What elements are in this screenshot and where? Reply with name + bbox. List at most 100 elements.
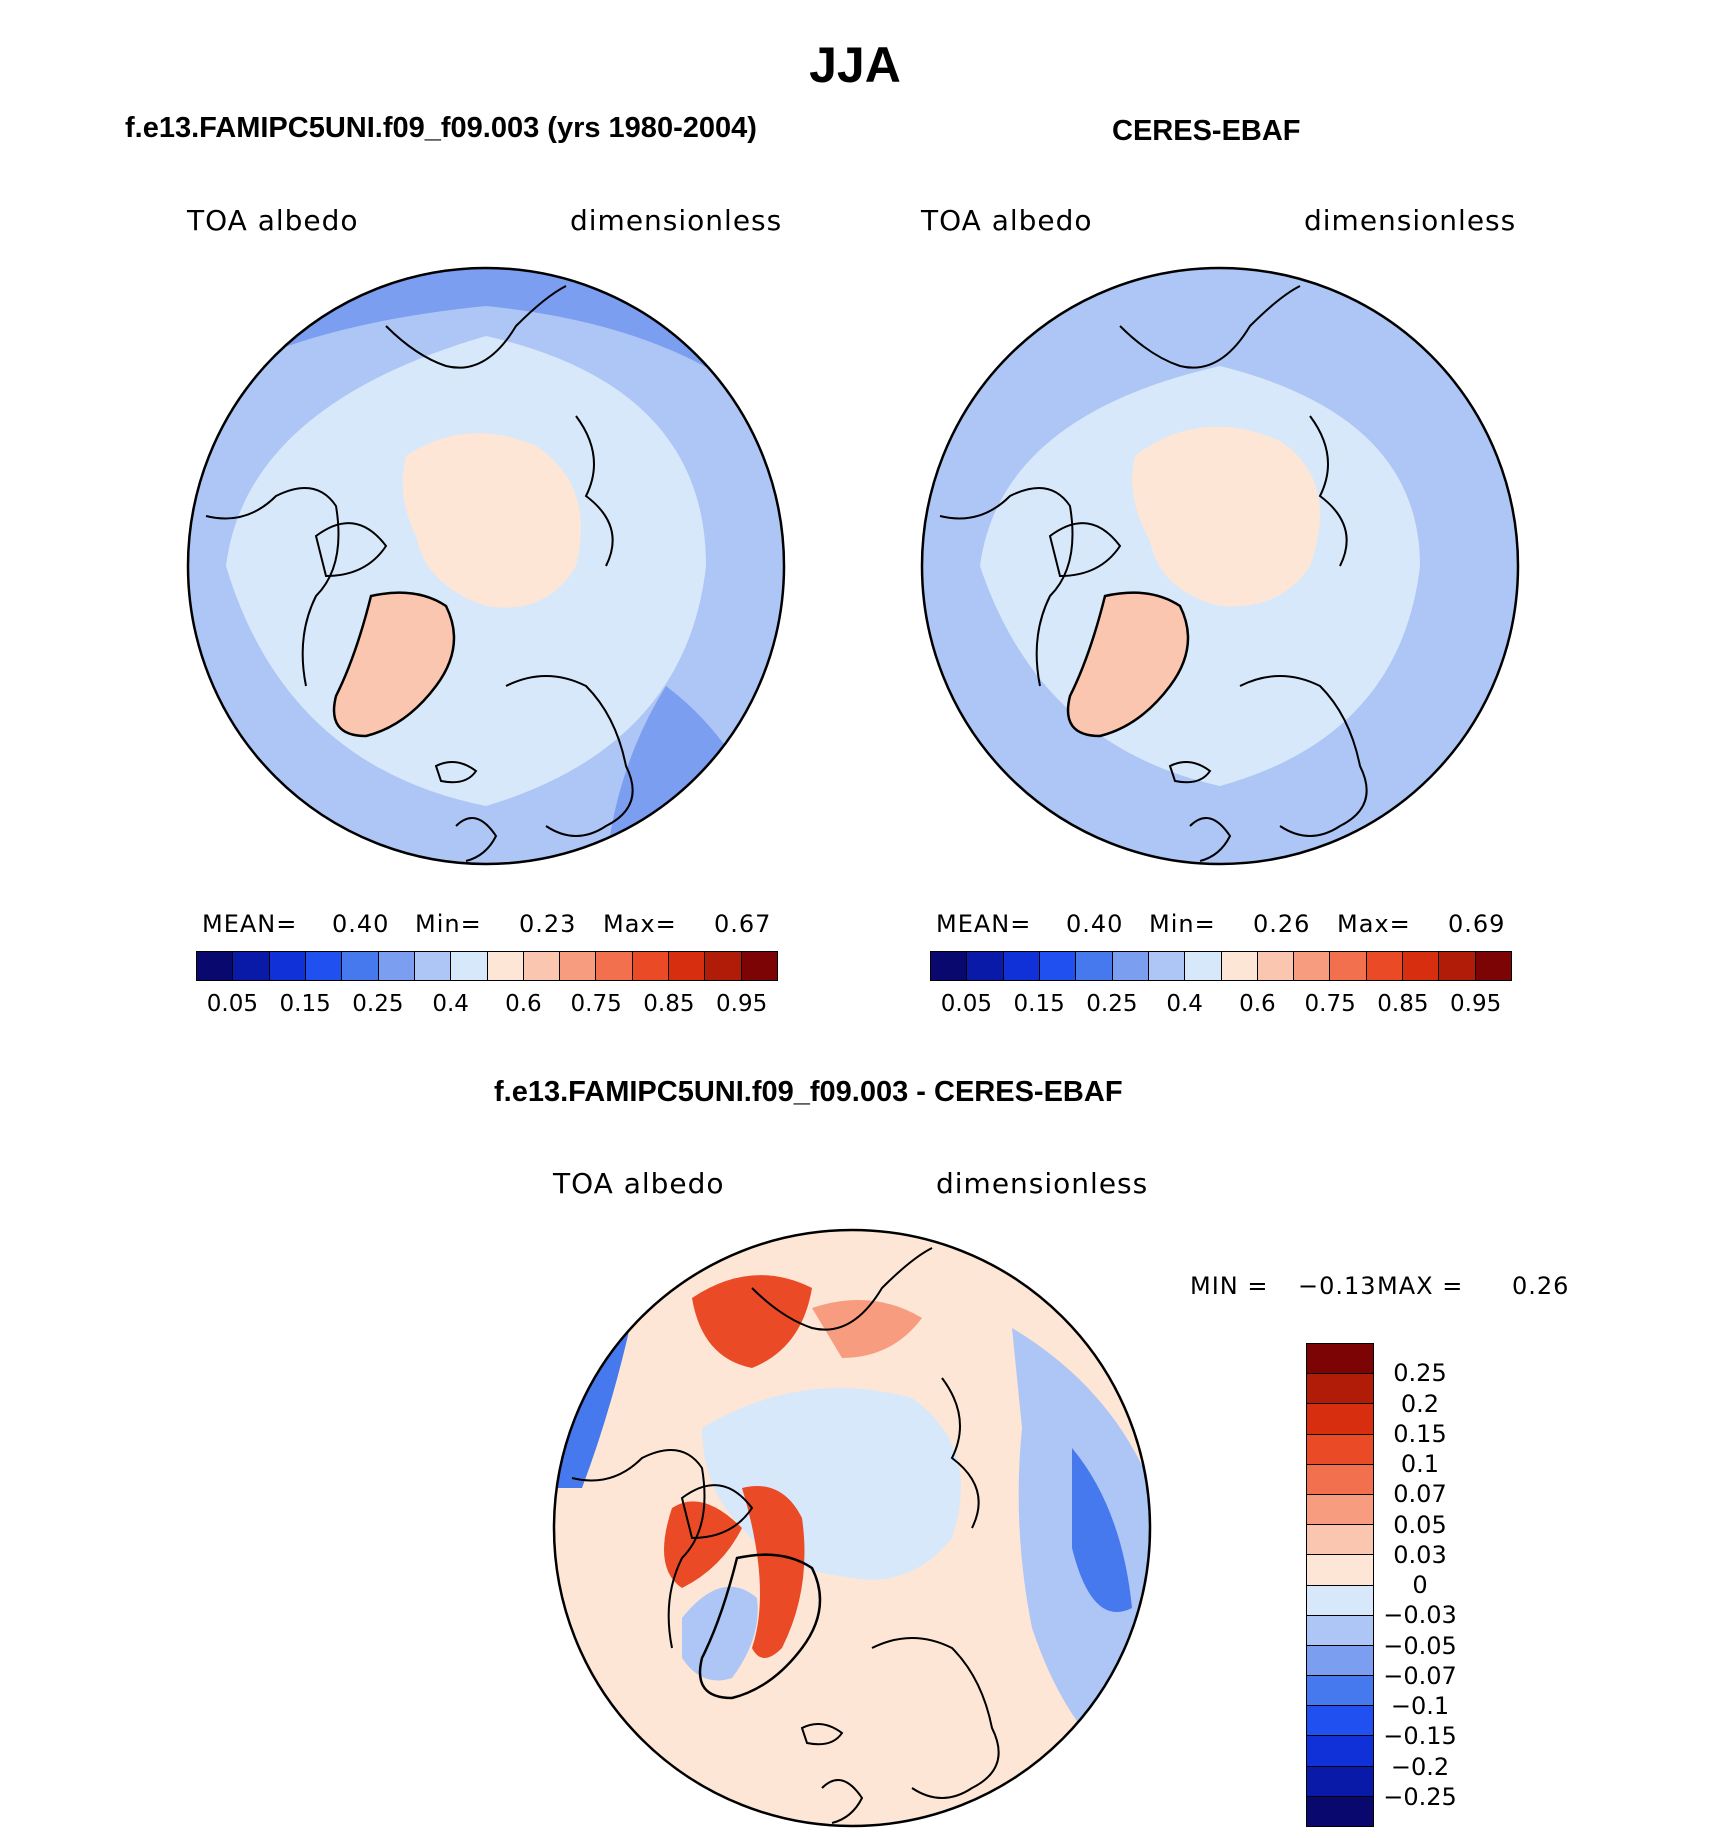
model-colorbar-segment — [197, 952, 234, 980]
obs-mean-value: 0.40 — [1066, 910, 1124, 938]
diff-colorbar-tick-label: −0.1 — [1390, 1692, 1450, 1720]
diff-coast-iceland — [800, 1723, 844, 1746]
obs-min-value: 0.26 — [1253, 910, 1311, 938]
diff-colorbar-tick-label: −0.05 — [1383, 1631, 1457, 1660]
diff-colorbar-tick-label: 0.25 — [1393, 1359, 1447, 1388]
diff-units-label: dimensionless — [936, 1167, 1149, 1200]
diff-coast-greenland — [698, 1553, 822, 1700]
diff-variable-label: TOA albedo — [553, 1167, 725, 1200]
diff-colorbar-segment — [1307, 1494, 1373, 1526]
diff-colorbar-segment — [1307, 1374, 1373, 1405]
diff-colorbar-segment — [1307, 1555, 1373, 1586]
obs-colorbar-tick-label: 0.15 — [1013, 991, 1065, 1017]
figure-title: JJA — [809, 37, 901, 93]
diff-coast-britain — [821, 1779, 864, 1824]
obs-colorbar-segment — [1366, 952, 1404, 980]
diff-colorbar-tick-label: 0.2 — [1400, 1389, 1440, 1418]
obs-coast-russia — [1309, 415, 1348, 567]
obs-colorbar-segment — [1257, 952, 1295, 980]
diff-archipelago-pos — [664, 1501, 742, 1588]
model-colorbar-segment — [451, 952, 488, 980]
model-colorbar-segment — [741, 952, 777, 980]
diff-colorbar-tick-label: 0.15 — [1393, 1419, 1447, 1448]
diff-coast-russia — [941, 1377, 980, 1529]
model-colorbar-segment — [305, 952, 343, 980]
diff-panel-title: f.e13.FAMIPC5UNI.f09_f09.003 - CERES-EBA… — [494, 1076, 1123, 1108]
obs-polar-map — [920, 266, 1520, 866]
diff-colorbar-tick-label: −0.2 — [1390, 1752, 1450, 1781]
obs-colorbar-segment — [1439, 952, 1476, 980]
diff-alaska-pos — [692, 1275, 812, 1368]
model-mean-value: 0.40 — [332, 910, 390, 938]
diff-coast-siberia — [751, 1247, 933, 1331]
model-coast-greenland — [332, 591, 456, 738]
obs-colorbar-segment — [1475, 952, 1511, 980]
model-colorbar-segment — [378, 952, 415, 980]
obs-colorbar-segment — [1221, 952, 1258, 980]
diff-colorbar-tick-label: 0.03 — [1393, 1540, 1447, 1569]
diff-max-value: 0.26 — [1512, 1272, 1570, 1300]
diff-coast-canada — [571, 1449, 706, 1649]
model-colorbar-segment — [669, 952, 706, 980]
model-colorbar-segment — [632, 952, 670, 980]
obs-colorbar-segment — [931, 952, 968, 980]
model-min-label: Min= — [415, 910, 482, 938]
model-colorbar — [196, 951, 778, 981]
diff-min-value: −0.13 — [1298, 1272, 1377, 1300]
diff-polar-map — [552, 1228, 1152, 1828]
diff-max-label: MAX = — [1377, 1272, 1464, 1300]
model-polar-map — [186, 266, 786, 866]
obs-coast-britain — [1189, 817, 1232, 862]
model-units-label: dimensionless — [570, 204, 783, 237]
diff-siberia-pos — [812, 1300, 922, 1358]
obs-colorbar-tick-label: 0.05 — [940, 991, 992, 1017]
diff-greenland-interior-neg — [682, 1586, 758, 1681]
model-colorbar-tick-label: 0.6 — [505, 991, 542, 1017]
diff-colorbar-segment — [1307, 1796, 1373, 1826]
model-sea-ice — [402, 433, 581, 608]
diff-colorbar-tick-label: 0 — [1412, 1571, 1428, 1599]
obs-colorbar — [930, 951, 1512, 981]
obs-colorbar-segment — [1294, 952, 1331, 980]
diff-colorbar-tick-label: −0.25 — [1383, 1782, 1457, 1811]
model-colorbar-tick-label: 0.15 — [279, 991, 331, 1017]
model-max-label: Max= — [603, 910, 677, 938]
obs-colorbar-segment — [967, 952, 1004, 980]
obs-colorbar-segment — [1330, 952, 1367, 980]
model-colorbar-segment — [560, 952, 597, 980]
model-colorbar-tick-label: 0.05 — [206, 991, 258, 1017]
model-colorbar-segment — [487, 952, 524, 980]
obs-min-label: Min= — [1149, 910, 1216, 938]
model-colorbar-tick-label: 0.4 — [432, 991, 469, 1017]
obs-coast-iceland — [1168, 761, 1212, 784]
model-colorbar-segment — [596, 952, 633, 980]
diff-greenland-edge-pos — [742, 1486, 805, 1658]
diff-colorbar-tick-label: −0.15 — [1383, 1722, 1457, 1751]
obs-colorbar-segment — [1076, 952, 1113, 980]
diff-map-border — [552, 1228, 1152, 1828]
model-coast-iceland — [434, 761, 478, 784]
obs-colorbar-segment — [1185, 952, 1222, 980]
diff-colorbar-segment — [1307, 1736, 1373, 1767]
obs-colorbar-segment — [1403, 952, 1440, 980]
obs-colorbar-tick-label: 0.4 — [1166, 991, 1203, 1017]
model-mean-label: MEAN= — [202, 910, 298, 938]
obs-max-label: Max= — [1337, 910, 1411, 938]
model-colorbar-segment — [269, 952, 306, 980]
model-colorbar-tick-label: 0.75 — [570, 991, 622, 1017]
diff-colorbar — [1306, 1343, 1374, 1827]
model-min-value: 0.23 — [519, 910, 577, 938]
diff-colorbar-segment — [1307, 1645, 1373, 1677]
model-coast-scandinavia — [505, 675, 634, 837]
obs-map-border — [920, 266, 1520, 866]
diff-colorbar-tick-label: −0.07 — [1383, 1661, 1457, 1690]
model-map-border — [186, 266, 786, 866]
model-colorbar-segment — [705, 952, 742, 980]
obs-panel-title: CERES-EBAF — [1112, 115, 1301, 147]
obs-colorbar-tick-label: 0.75 — [1304, 991, 1356, 1017]
model-colorbar-segment — [233, 952, 270, 980]
model-colorbar-segment — [523, 952, 561, 980]
obs-colorbar-segment — [1003, 952, 1040, 980]
diff-coast-scandinavia — [871, 1637, 1000, 1799]
diff-colorbar-segment — [1307, 1404, 1373, 1435]
